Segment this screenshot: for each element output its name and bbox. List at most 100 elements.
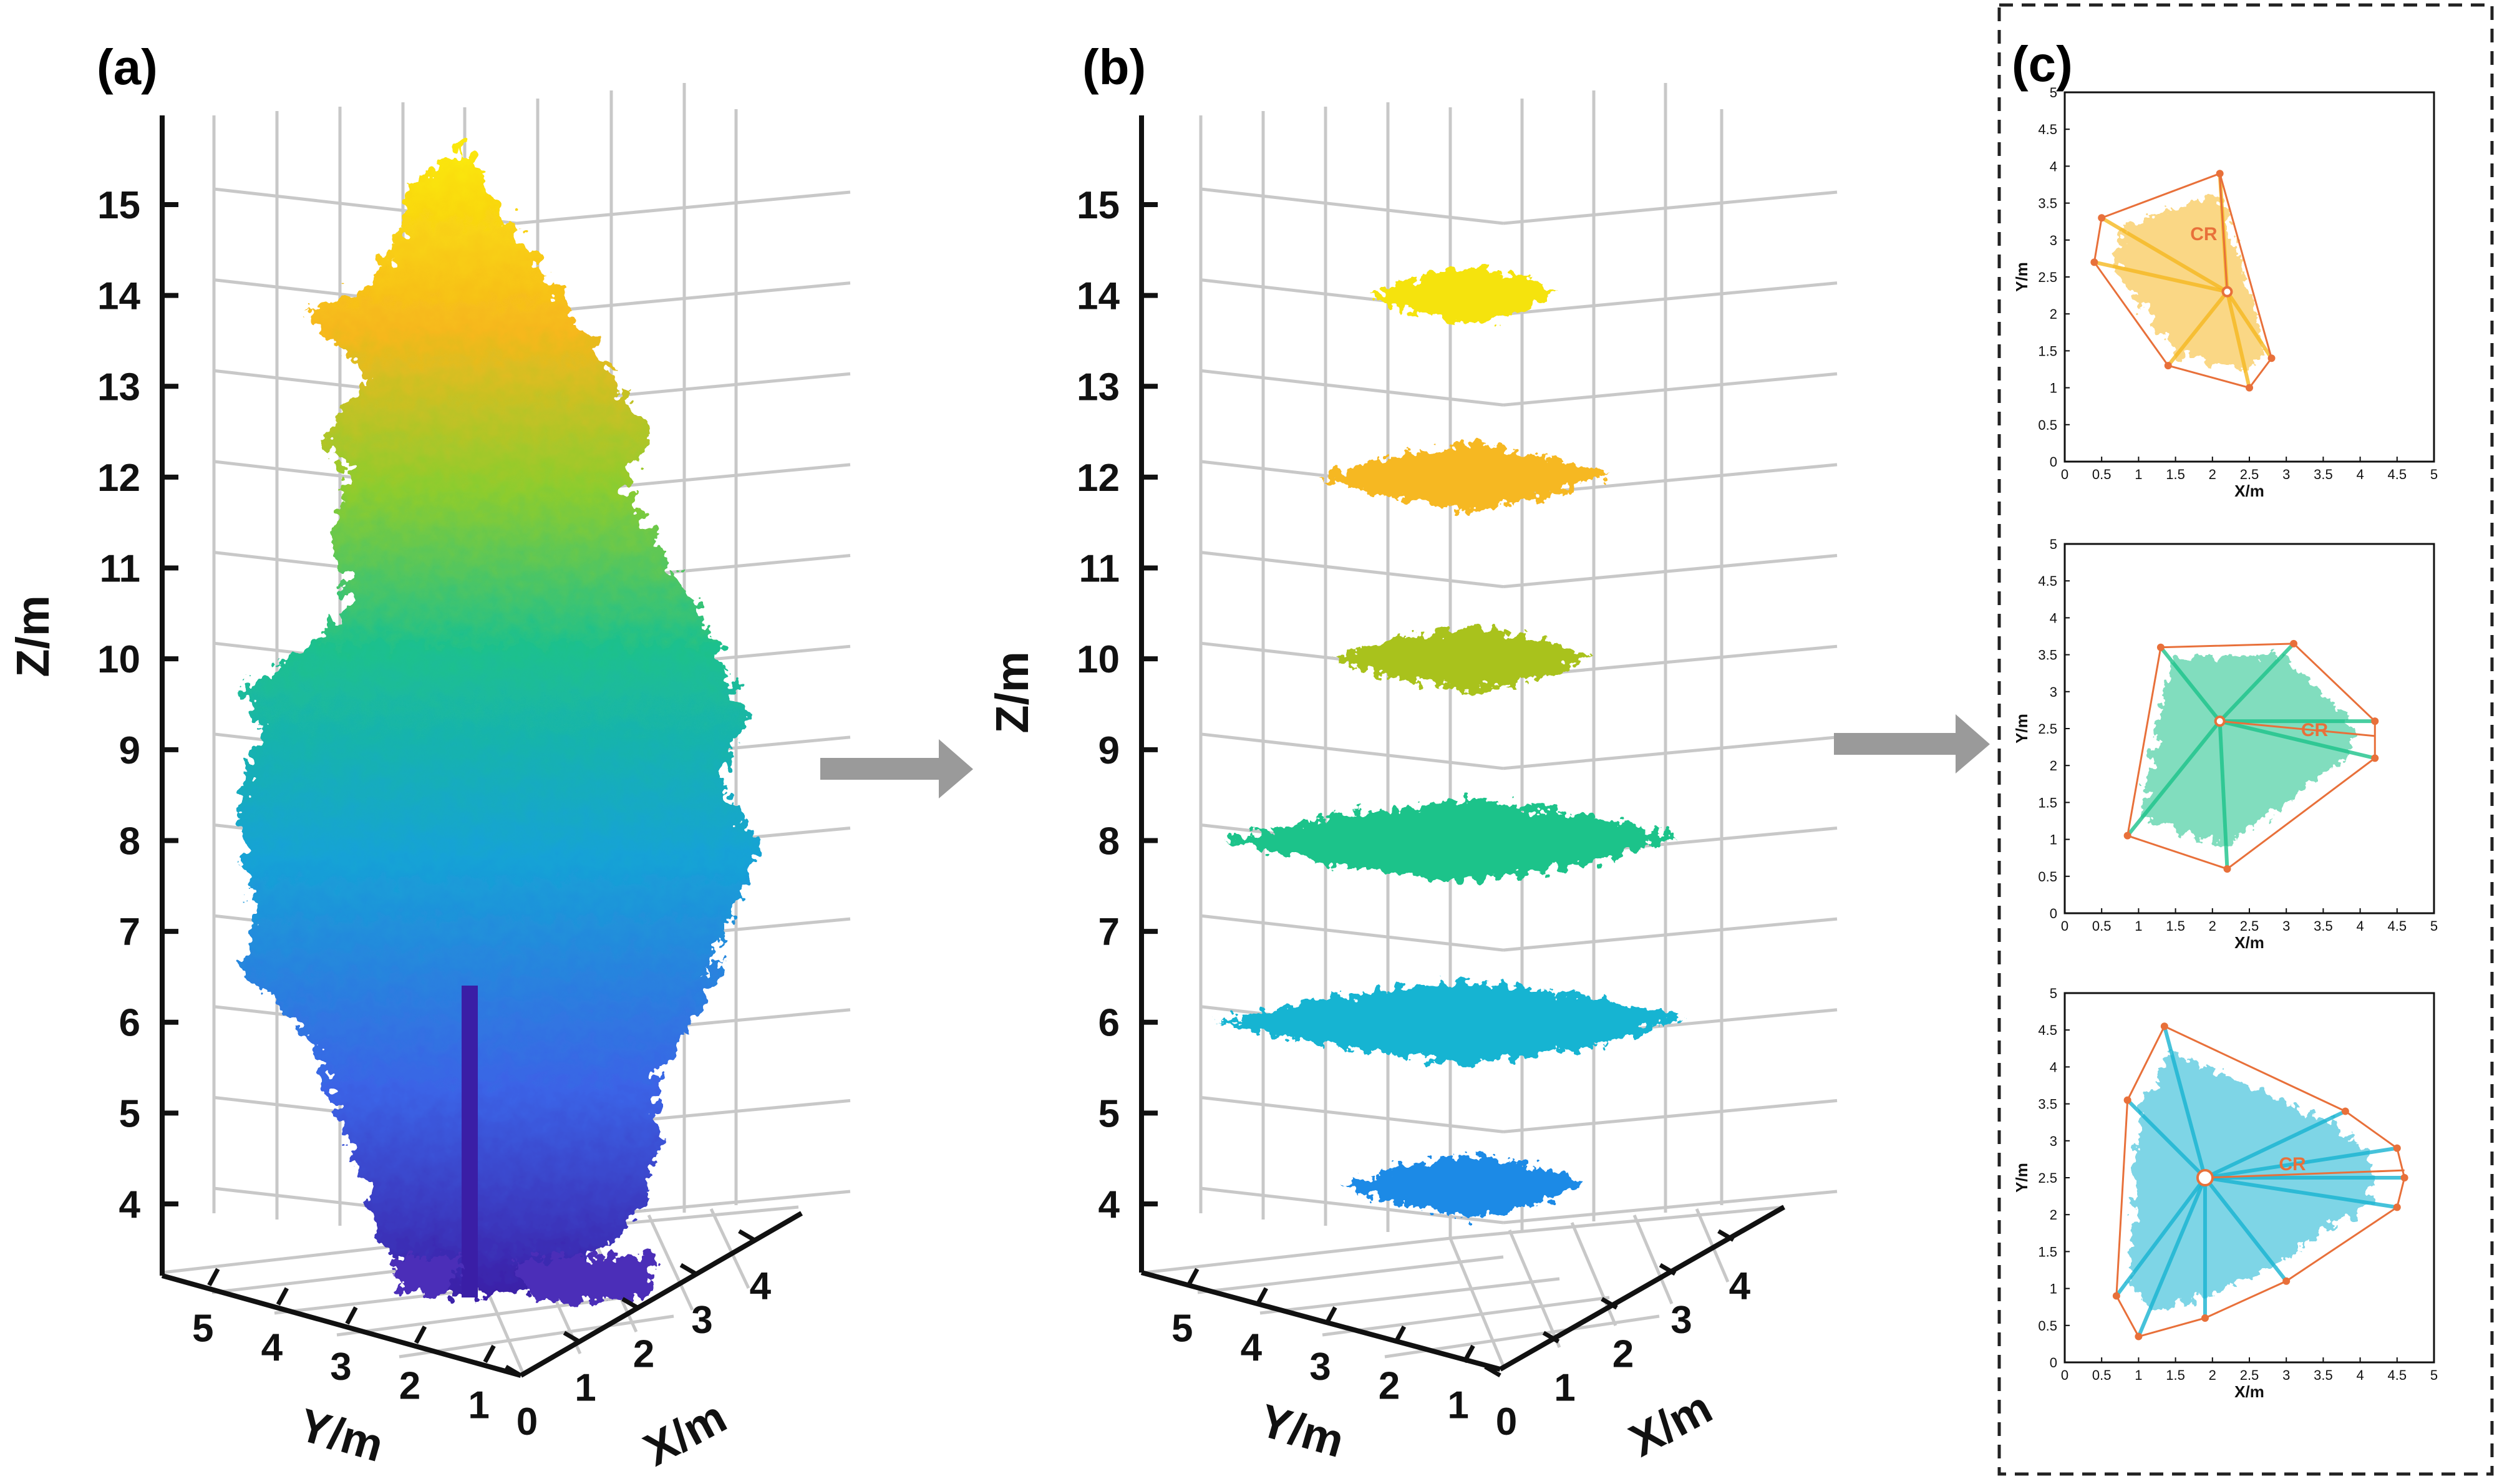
panel-a: (a) [7,39,851,1476]
x-tick-label: 2.5 [2240,1367,2259,1383]
panel-label-c: (c) [2012,36,2073,92]
y-tick-label: 3.5 [2038,196,2057,211]
slice-0 [1367,265,1559,326]
x-tick-label: 4 [2356,467,2364,482]
z-tick-label: 11 [1079,548,1120,591]
x-tick-label: 3.5 [2314,467,2333,482]
x-tick-label: 3 [2282,1367,2290,1383]
panel-a-y-ticks: 5 4 3 2 1 [192,1268,496,1427]
crown-points [2141,655,2352,847]
branch-points [2115,1176,2207,1297]
z-gridline [1503,554,1838,589]
x-tick-label: 2 [2209,1367,2216,1383]
crown-radius-line [2204,1169,2405,1179]
y-tick-label: 3 [330,1346,351,1389]
hull-vertex [2164,362,2172,370]
slice-3 [1224,798,1677,883]
panel-b-slices [1217,265,1684,1218]
z-tick-label: 4 [1098,1183,1120,1226]
y-tick-label: 4.5 [2038,122,2057,137]
z-tick-label: 15 [1077,184,1120,227]
x-tick-label: 1 [575,1367,596,1410]
panel-b: (b) 4 [986,39,1838,1467]
slice-2 [1332,626,1593,692]
y-tick-label: 0.5 [2038,1318,2057,1334]
x-tick-label: 5 [2430,467,2438,482]
y-axis-label: Y/m [2012,262,2031,292]
branch-points [2218,642,2296,723]
hull-vertex [2135,1332,2143,1341]
z-tick-label: 13 [1077,366,1120,409]
branch-points [2225,291,2251,389]
y-tick-label: 0 [2050,1355,2057,1370]
crown-radius-label: CR [2301,720,2329,740]
branch-points [2100,216,2229,294]
x-tick-label: 1 [1554,1367,1575,1410]
x-tick-label: 1 [2135,918,2142,934]
x-tick-label: 0 [516,1400,538,1443]
branch-points [2218,721,2229,870]
y-tick-label: 5 [2050,986,2057,1001]
x-tick-mark [1717,1229,1735,1242]
tree-point-cloud [237,143,761,1304]
y-tick-label: 1 [1447,1384,1468,1427]
branch-points [2225,291,2274,359]
slice-5 [1339,1153,1586,1218]
x-tick-label: 3 [1670,1299,1692,1342]
x-tick-label: 2.5 [2240,467,2259,482]
panel-c-dashed-border [1997,3,2494,1476]
y-tick-label: 3.5 [2038,1097,2057,1112]
crown-center [2221,286,2233,298]
y-tick-label: 2 [2050,306,2057,322]
arrow-a-to-b [820,739,973,798]
x-tick-label: 1 [2135,467,2142,482]
x-tick-mark [738,1229,755,1242]
x-tick-label: 4 [750,1265,772,1308]
x-tick-label: 3 [2282,918,2290,934]
y-tick-label: 1 [2050,832,2057,848]
panel-a-z-label: Z/m [7,595,59,677]
z-tick-label: 10 [1077,638,1120,681]
hull-vertex [2201,1314,2209,1322]
y-tick-label: 1 [468,1384,489,1427]
x-tick-label: 0 [2061,467,2068,482]
hull-vertex [2393,1144,2401,1152]
branch-points [2219,719,2375,760]
branch-points [2166,290,2229,367]
y-tick-label: 1 [2050,381,2057,396]
x-tick-label: 4 [2356,1367,2364,1383]
x-tick-mark [1659,1263,1677,1276]
y-tick-mark [345,1306,358,1325]
x-tick-mark [563,1331,581,1344]
z-tick-label: 14 [97,275,140,318]
x-tick-label: 0.5 [2092,467,2112,482]
panel-b-axes [1139,115,1785,1372]
x-axis-label: X/m [2234,1382,2264,1401]
hull-vertex [2341,1107,2349,1115]
z-tick-label: 13 [97,366,140,409]
y-tick-label: 0 [2050,454,2057,470]
hull-vertex [2267,354,2276,362]
panel-a-y-label: Y/m [293,1399,389,1472]
y-axis-label: Y/m [2012,714,2031,744]
z-tick-label: 6 [1098,1002,1120,1045]
z-gridline [1200,369,1504,407]
z-gridline [1503,1190,1838,1225]
y-tick-label: 2 [399,1365,420,1408]
x-tick-label: 4.5 [2388,1367,2407,1383]
hull-vertex [2400,1174,2408,1181]
panel-a-x-label: X/m [636,1390,735,1476]
branch-points [2162,1026,2207,1178]
x-tick-label: 4 [1729,1265,1751,1308]
y-tick-label: 2 [2050,1207,2057,1223]
z-gridline [1503,1098,1838,1133]
z-tick-label: 10 [97,638,140,681]
branch-points [2126,1098,2207,1180]
z-tick-label: 12 [97,457,140,500]
hull-vertex [2216,170,2224,178]
panel-c: (c) 0 0.5 1 1.5 2 2.5 3 3.5 4 4.5 5 0 0.5 1 1.5 2 2.5 3 3.… [1997,3,2494,1476]
z-tick-label: 11 [99,548,140,591]
x-tick-label: 3 [691,1299,712,1342]
